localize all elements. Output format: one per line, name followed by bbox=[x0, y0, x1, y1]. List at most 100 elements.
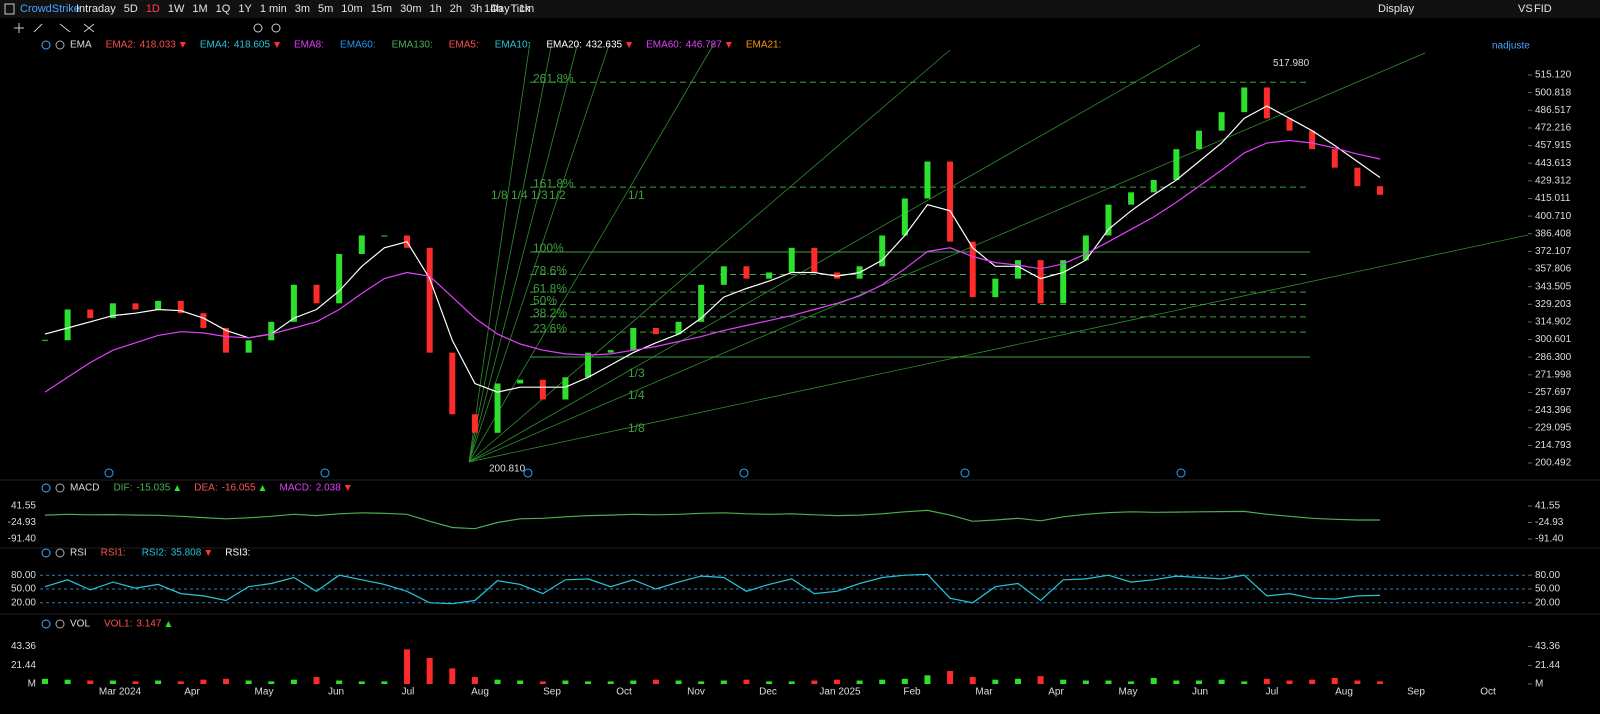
trend-down-icon bbox=[205, 550, 212, 556]
period-button[interactable]: 5m bbox=[318, 3, 333, 15]
volume-bar bbox=[223, 678, 230, 684]
indicator-title[interactable]: VOL bbox=[70, 619, 90, 630]
candle bbox=[1128, 192, 1135, 205]
period-button[interactable]: 3h bbox=[470, 3, 482, 15]
display-button[interactable]: Display bbox=[1378, 3, 1415, 15]
candle bbox=[1241, 87, 1248, 113]
period-button[interactable]: 1Y bbox=[238, 3, 252, 15]
legend-name: EMA20: bbox=[546, 40, 582, 51]
y-tick-label: 50.00 bbox=[1535, 584, 1560, 595]
volume-bar bbox=[1354, 680, 1361, 684]
volume-bar bbox=[42, 678, 48, 684]
event-icon[interactable] bbox=[104, 468, 114, 478]
tool-icon[interactable] bbox=[14, 23, 24, 33]
x-tick-label: Apr bbox=[184, 687, 200, 698]
visibility-icon[interactable] bbox=[55, 548, 65, 558]
fid-button[interactable]: FID bbox=[1534, 3, 1552, 15]
legend-value: 3.147 bbox=[136, 619, 161, 630]
period-button[interactable]: 1M bbox=[192, 3, 207, 15]
period-button[interactable]: 1D bbox=[146, 3, 160, 15]
candle bbox=[155, 300, 162, 310]
y-tick-label: 80.00 bbox=[1535, 570, 1560, 581]
period-button[interactable]: 15m bbox=[371, 3, 392, 15]
fan-label: 1/1 bbox=[628, 188, 645, 202]
y-tick-label: 300.601 bbox=[1535, 334, 1572, 345]
volume-bar bbox=[856, 680, 863, 684]
period-button[interactable]: 4h bbox=[490, 3, 502, 15]
legend-name: MACD: bbox=[280, 483, 312, 494]
indicator-title[interactable]: EMA bbox=[70, 40, 92, 51]
candle bbox=[200, 313, 207, 328]
volume-bar bbox=[562, 680, 569, 684]
period-button[interactable]: Intraday bbox=[76, 3, 116, 15]
candle bbox=[901, 198, 908, 236]
volume-bar bbox=[901, 678, 908, 684]
period-button[interactable]: 30m bbox=[400, 3, 421, 15]
y-tick-label: 472.216 bbox=[1535, 123, 1572, 134]
volume-bar bbox=[1037, 676, 1044, 684]
tool-icon[interactable] bbox=[33, 23, 43, 33]
settings-icon[interactable] bbox=[41, 40, 51, 50]
candle bbox=[517, 379, 524, 384]
volume-bar bbox=[947, 671, 954, 684]
event-icon[interactable] bbox=[320, 468, 330, 478]
visibility-icon[interactable] bbox=[55, 40, 65, 50]
menu-icon[interactable] bbox=[4, 3, 15, 15]
ema-line bbox=[44, 105, 1381, 393]
event-icon[interactable] bbox=[1176, 468, 1186, 478]
legend-value: -15.035 bbox=[136, 483, 170, 494]
volume-bar bbox=[245, 680, 252, 684]
volume-bar bbox=[1105, 680, 1112, 684]
tool-icon[interactable] bbox=[83, 23, 95, 33]
indicator-title[interactable]: RSI bbox=[70, 548, 87, 559]
volume-bar bbox=[268, 681, 275, 684]
tool-icon[interactable] bbox=[253, 23, 263, 33]
event-icon[interactable] bbox=[523, 468, 533, 478]
legend-name: RSI2: bbox=[142, 548, 167, 559]
legend-name: EMA2: bbox=[106, 40, 136, 51]
symbol[interactable]: CrowdStrike bbox=[20, 3, 80, 15]
event-icon[interactable] bbox=[739, 468, 749, 478]
period-button[interactable]: 2h bbox=[450, 3, 462, 15]
x-tick-label: Mar 2024 bbox=[99, 687, 142, 698]
candle bbox=[223, 327, 230, 353]
y-tick-label: 271.998 bbox=[1535, 369, 1572, 380]
fib-label: 61.8% bbox=[533, 281, 567, 295]
candle bbox=[358, 235, 365, 254]
candle bbox=[1331, 149, 1338, 168]
period-button[interactable]: 1 min bbox=[260, 3, 287, 15]
settings-icon[interactable] bbox=[41, 483, 51, 493]
visibility-icon[interactable] bbox=[55, 619, 65, 629]
y-tick-label: 329.203 bbox=[1535, 299, 1572, 310]
legend-name: RSI1: bbox=[101, 548, 126, 559]
volume-bar bbox=[381, 681, 388, 684]
adjust-toggle[interactable]: nadjuste bbox=[1492, 41, 1530, 52]
visibility-icon[interactable] bbox=[55, 483, 65, 493]
x-tick-label: Aug bbox=[471, 687, 489, 698]
period-button[interactable]: 1Q bbox=[216, 3, 231, 15]
candle bbox=[1173, 149, 1180, 180]
event-icon[interactable] bbox=[960, 468, 970, 478]
candle bbox=[1309, 130, 1316, 150]
period-button[interactable]: 3m bbox=[295, 3, 310, 15]
period-button[interactable]: Tick bbox=[511, 3, 531, 15]
fan-label: 1/4 bbox=[511, 188, 528, 202]
interval-select[interactable]: 1Day : 1m bbox=[484, 3, 534, 15]
period-button[interactable]: 1h bbox=[430, 3, 442, 15]
settings-icon[interactable] bbox=[41, 619, 51, 629]
period-button[interactable]: 5D bbox=[124, 3, 138, 15]
candle bbox=[992, 278, 999, 298]
compare-button[interactable]: VS bbox=[1518, 3, 1533, 15]
candle bbox=[381, 235, 388, 237]
period-button[interactable]: 1W bbox=[168, 3, 185, 15]
tool-icon[interactable] bbox=[271, 23, 281, 33]
y-tick-label: 41.55 bbox=[1535, 501, 1560, 512]
candle bbox=[1105, 204, 1112, 236]
tool-icon[interactable] bbox=[59, 23, 71, 33]
settings-icon[interactable] bbox=[41, 548, 51, 558]
indicator-title[interactable]: MACD bbox=[70, 483, 99, 494]
candle bbox=[87, 309, 94, 319]
x-tick-label: Oct bbox=[1480, 687, 1496, 698]
period-button[interactable]: 10m bbox=[341, 3, 362, 15]
